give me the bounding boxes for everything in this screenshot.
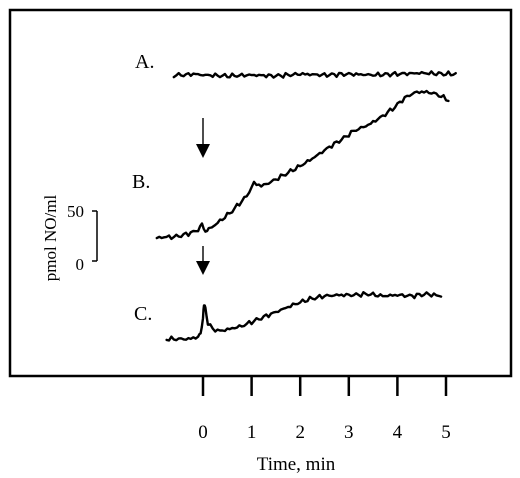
x-tick-label: 2 bbox=[295, 422, 305, 443]
trace-b-label: B. bbox=[132, 171, 150, 193]
trace-a bbox=[172, 70, 457, 79]
trace-c-label: C. bbox=[134, 303, 152, 325]
x-tick-label: 4 bbox=[393, 422, 403, 443]
trace-b bbox=[155, 89, 450, 241]
x-tick-label: 0 bbox=[198, 422, 208, 443]
x-tick-label: 1 bbox=[247, 422, 257, 443]
stimulus-arrows bbox=[196, 118, 210, 275]
trace-c bbox=[165, 291, 443, 342]
scale-bar-bottom-label: 0 bbox=[76, 255, 85, 274]
scale-bar-top-label: 50 bbox=[67, 202, 84, 221]
x-axis-label: Time, min bbox=[257, 454, 336, 475]
traces bbox=[155, 70, 457, 342]
arrow-icon bbox=[196, 118, 210, 158]
scale-bar: 50 0 bbox=[67, 202, 98, 274]
x-tick-label: 5 bbox=[441, 422, 451, 443]
plot-frame bbox=[8, 8, 513, 378]
x-axis-ticks: 0 1 2 3 4 5 bbox=[198, 376, 451, 443]
trace-a-label: A. bbox=[135, 51, 154, 73]
y-axis-label: pmol NO/ml bbox=[41, 195, 60, 282]
arrow-icon bbox=[196, 246, 210, 275]
x-tick-label: 3 bbox=[344, 422, 354, 443]
